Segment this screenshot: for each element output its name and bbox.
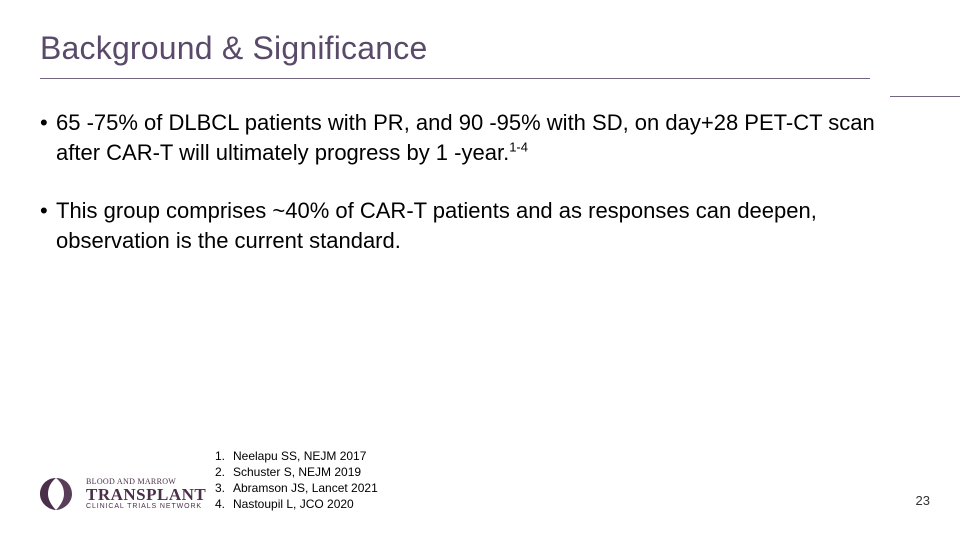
- page-number: 23: [916, 493, 930, 508]
- bullet-text-span: 65 -75% of DLBCL patients with PR, and 9…: [56, 110, 875, 165]
- logo-ribbon-icon: [36, 474, 76, 514]
- slide-title: Background & Significance: [40, 30, 920, 67]
- ref-num: 2.: [215, 464, 233, 480]
- ref-text: Schuster S, NEJM 2019: [233, 464, 361, 480]
- logo-line2: TRANSPLANT: [86, 486, 206, 503]
- logo-line3: CLINICAL TRIALS NETWORK: [86, 503, 206, 510]
- bullet-list: • 65 -75% of DLBCL patients with PR, and…: [40, 108, 900, 284]
- ref-num: 1.: [215, 448, 233, 464]
- bullet-text-span: This group comprises ~40% of CAR-T patie…: [56, 198, 817, 253]
- bullet-text: This group comprises ~40% of CAR-T patie…: [56, 196, 900, 256]
- title-underline: [40, 78, 870, 79]
- ref-text: Nastoupil L, JCO 2020: [233, 496, 354, 512]
- ref-num: 4.: [215, 496, 233, 512]
- ref-item: 3.Abramson JS, Lancet 2021: [215, 480, 378, 496]
- bullet-dot: •: [40, 108, 56, 138]
- ref-item: 4.Nastoupil L, JCO 2020: [215, 496, 378, 512]
- bullet-dot: •: [40, 196, 56, 226]
- slide: Background & Significance • 65 -75% of D…: [0, 0, 960, 540]
- title-side-line: [890, 96, 960, 97]
- ref-num: 3.: [215, 480, 233, 496]
- ref-item: 2.Schuster S, NEJM 2019: [215, 464, 378, 480]
- ref-text: Neelapu SS, NEJM 2017: [233, 448, 366, 464]
- list-item: • 65 -75% of DLBCL patients with PR, and…: [40, 108, 900, 168]
- list-item: • This group comprises ~40% of CAR-T pat…: [40, 196, 900, 256]
- logo-text: BLOOD AND MARROW TRANSPLANT CLINICAL TRI…: [86, 478, 206, 510]
- bullet-text: 65 -75% of DLBCL patients with PR, and 9…: [56, 108, 900, 168]
- ref-item: 1.Neelapu SS, NEJM 2017: [215, 448, 378, 464]
- references: 1.Neelapu SS, NEJM 2017 2.Schuster S, NE…: [215, 448, 378, 512]
- ref-text: Abramson JS, Lancet 2021: [233, 480, 378, 496]
- footer-logo: BLOOD AND MARROW TRANSPLANT CLINICAL TRI…: [36, 474, 206, 514]
- title-wrap: Background & Significance: [40, 30, 920, 67]
- bullet-sup: 1-4: [509, 140, 528, 155]
